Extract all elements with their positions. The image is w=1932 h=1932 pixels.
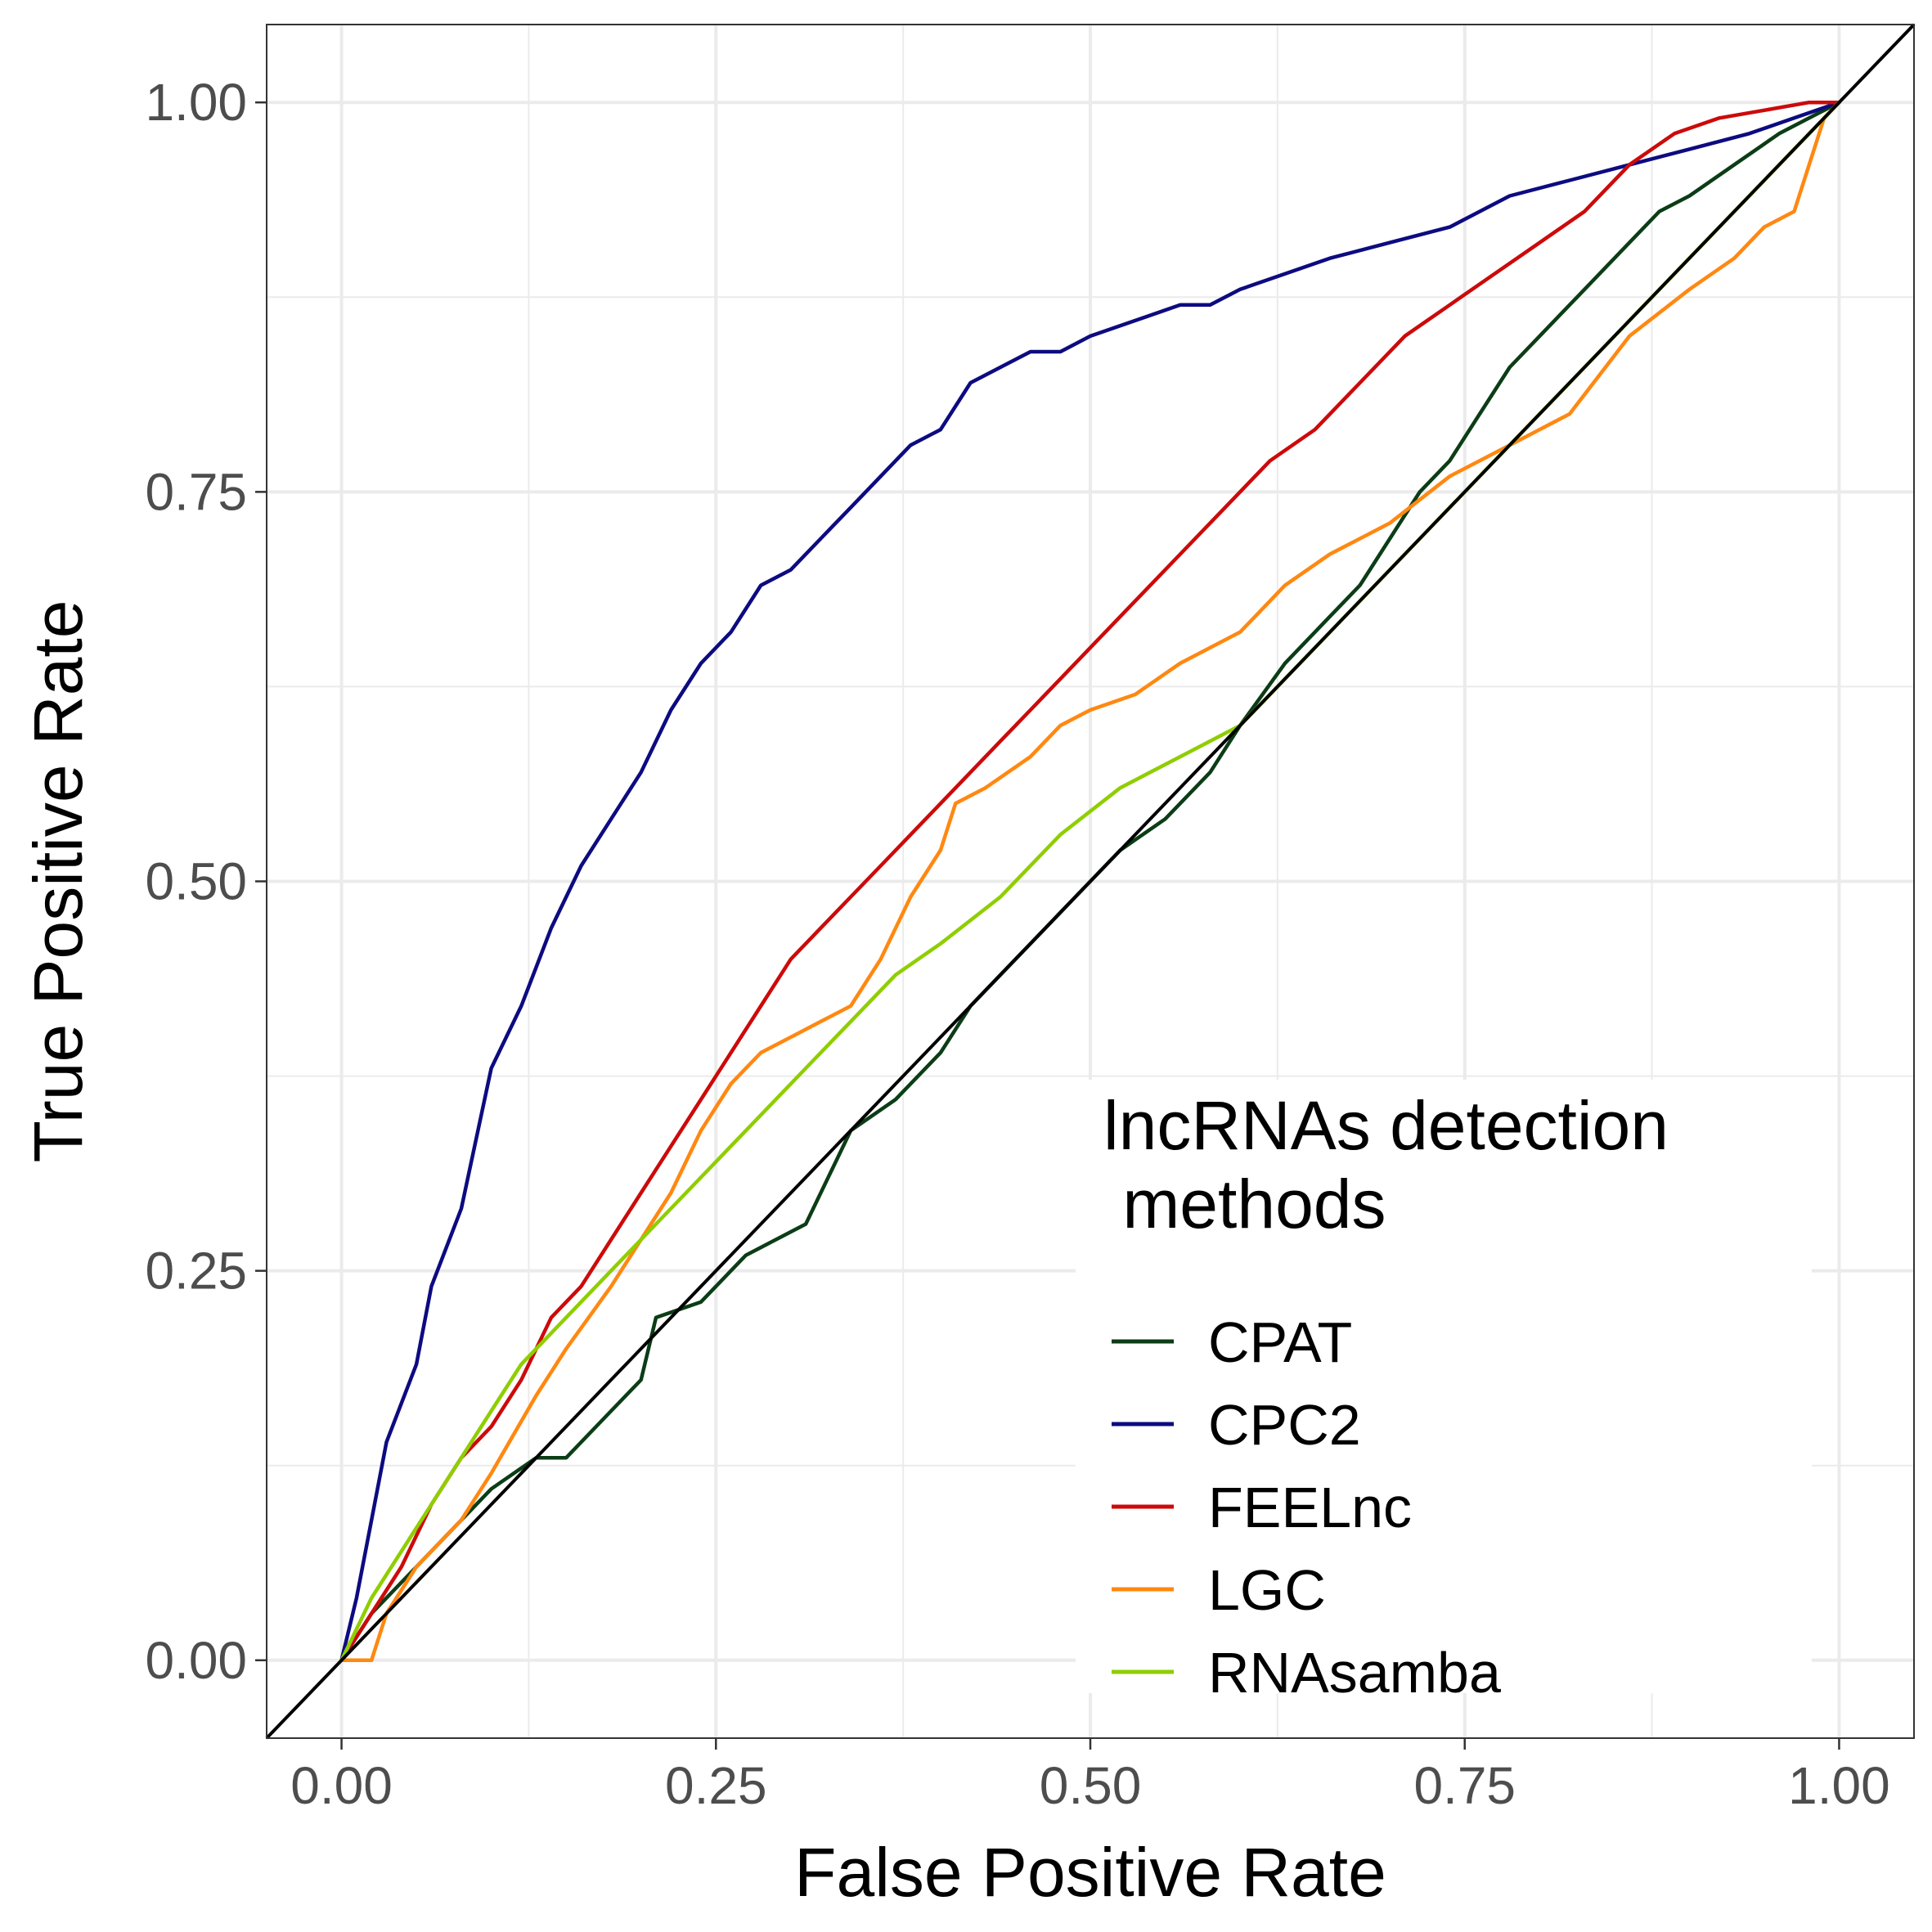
legend-title-line-1: lncRNAs detection	[1103, 1087, 1669, 1164]
y-tick-label: 0.25	[145, 1242, 247, 1301]
legend-background	[1076, 1080, 1812, 1693]
legend-label-cpat: CPAT	[1208, 1310, 1352, 1374]
legend-item-rnasamba: RNAsamba	[1112, 1641, 1501, 1705]
legend-label-feelnc: FEELnc	[1208, 1476, 1412, 1539]
x-axis-title: False Positive Rate	[794, 1834, 1386, 1911]
y-axis-ticks: 0.00 0.25 0.50 0.75 1.00	[145, 73, 267, 1690]
x-tick-label: 0.50	[1040, 1756, 1142, 1815]
y-tick-label: 0.75	[145, 462, 247, 521]
x-tick-label: 1.00	[1788, 1756, 1890, 1815]
series-line-cpc2	[339, 100, 1841, 1663]
y-tick-label: 1.00	[145, 73, 247, 132]
legend: lncRNAs detection methods CPAT CPC2 FEELnc…	[1076, 1080, 1812, 1705]
x-tick-label: 0.00	[290, 1756, 393, 1815]
x-tick-label: 0.25	[665, 1756, 767, 1815]
legend-label-cpc2: CPC2	[1208, 1393, 1361, 1457]
y-axis-title: True Positive Rate	[20, 600, 97, 1163]
legend-label-rnasamba: RNAsamba	[1208, 1641, 1501, 1705]
legend-item-cpat: CPAT	[1112, 1310, 1352, 1374]
y-tick-label: 0.50	[145, 852, 247, 911]
legend-items: CPAT CPC2 FEELnc LGC RNAsamba	[1112, 1310, 1501, 1705]
legend-label-lgc: LGC	[1208, 1558, 1326, 1622]
x-tick-label: 0.75	[1413, 1756, 1516, 1815]
legend-title-line-2: methods	[1103, 1166, 1386, 1242]
series-line-lgc	[339, 100, 1841, 1663]
legend-item-cpc2: CPC2	[1112, 1393, 1361, 1457]
legend-item-lgc: LGC	[1112, 1558, 1326, 1622]
y-tick-label: 0.00	[145, 1631, 247, 1690]
reference-diagonal-line	[265, 23, 1916, 1740]
series-line-feelnc	[339, 100, 1841, 1663]
x-axis-ticks: 0.00 0.25 0.50 0.75 1.00	[290, 1738, 1890, 1815]
plot-area	[265, 23, 1916, 1740]
legend-item-feelnc: FEELnc	[1112, 1476, 1412, 1539]
